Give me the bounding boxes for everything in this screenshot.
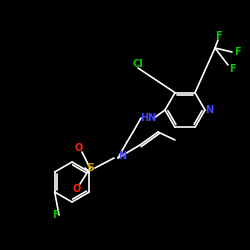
Text: F: F [229,64,235,74]
Text: O: O [73,184,81,194]
Text: F: F [234,47,240,57]
Text: HN: HN [140,113,156,123]
Text: N: N [118,151,126,161]
Text: O: O [75,143,83,153]
Text: F: F [215,31,221,41]
Text: F: F [52,210,58,220]
Text: S: S [86,163,94,173]
Text: N: N [205,105,213,115]
Text: Cl: Cl [132,59,143,69]
